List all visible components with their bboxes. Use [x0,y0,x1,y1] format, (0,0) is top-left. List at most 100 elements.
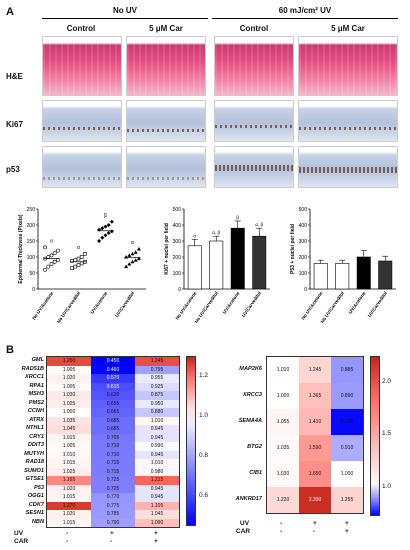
significance-label: α [193,233,196,238]
heatmap-row: 1.015 0.715 1.010 [47,459,179,468]
gene-label: SESN1 [25,510,44,516]
significance-label: β [236,215,239,220]
y-tick-label: 150 [27,239,36,245]
y-tick-label: 300 [299,239,308,245]
gene-label: MSH3 [28,391,44,397]
heatmap-cell: 1.245 [299,357,331,383]
uv-cond-1: - [66,530,69,537]
micrograph-p53-uv-control [214,146,294,188]
heatmap-cell: 1.015 [47,493,91,502]
bar [230,227,245,290]
data-point [73,264,78,269]
micrograph-p53-nouv-car [126,146,206,188]
data-point [106,223,111,227]
heatmap-1-colorbar-ticks: 1.2 1.0 0.8 0.6 [199,356,219,526]
uv-cond2-2: + [313,520,317,527]
heatmap-cell: 0.990 [135,442,179,451]
data-point [100,235,105,240]
heatmap-2-conditions: UV CAR - + + - - + [222,520,372,538]
heatmap-cell: 1.015 [47,459,91,468]
x-tick-label: No UV/Acetone [300,290,323,320]
gene-label: GTSE1 [25,476,44,482]
col-header-3: Control [239,24,269,33]
heatmap-cell: 0.945 [135,450,179,459]
uv-label-2: UV [240,520,250,527]
row-label-ki67: Ki67 [6,120,23,129]
heatmap-row: 1.025 0.655 0.950 [47,399,179,408]
data-point [76,256,81,261]
data-point [133,258,138,262]
y-axis-label: Ki67 + nuclei per field [164,223,170,275]
heatmap-cell: 0.875 [135,391,179,400]
heatmap-cell: 0.885 [331,357,363,383]
heatmap-cell: 1.000 [267,383,299,409]
x-tick-label: UV/Carvedilol [114,291,135,318]
heatmap-cell: 0.910 [331,435,363,461]
heatmap-cell: 0.685 [91,425,135,434]
micrograph-ki67-nouv-control [42,100,122,142]
car-cond-3: + [154,538,158,545]
y-tick-label: 500 [299,207,308,213]
heatmap-cell: 1.035 [267,435,299,461]
heatmap-row: 1.020 0.785 1.045 [47,510,179,519]
heatmap-row: 1.250 0.450 1.245 [47,357,179,366]
y-tick-label: 300 [173,239,182,245]
gene-label: CCNH [27,408,44,414]
data-point [83,251,87,256]
y-tick-label: 200 [299,255,308,261]
heatmap-cell: 0.795 [135,365,179,374]
bar [313,263,328,290]
heatmap-cell: 1.000 [331,461,363,487]
heatmap-1-colorbar [186,356,196,526]
x-tick-label: No UV/Acetone [31,290,54,320]
gene-label: DDIT3 [27,442,44,448]
colorbar-tick-label: 1.0 [199,412,209,419]
micrograph-he-uv-car [298,36,398,96]
data-point [130,251,135,256]
heatmap-cell: 1.165 [47,476,91,485]
heatmap-cell: 0.570 [91,374,135,383]
colorbar-tick-label: 1.5 [382,430,392,438]
heatmap-cell: 1.105 [135,501,179,510]
colorbar-tick-label: 0.6 [199,492,209,499]
heatmap-cell: 0.790 [91,518,135,527]
heatmap-row: 1.010 0.710 0.945 [47,450,179,459]
heatmap-cell: 0.980 [135,467,179,476]
heatmap-cell: 0.715 [91,459,135,468]
heatmap-cell: 1.020 [47,374,91,383]
y-tick-label: 400 [299,223,308,229]
heatmap-row: 1.165 0.725 1.215 [47,476,179,485]
heatmap-cell: 0.770 [91,493,135,502]
x-tick-label: No UV/Carvedilol [56,291,81,324]
heatmap-cell: 1.005 [47,442,91,451]
colorbar-tick-label: 0.8 [199,452,209,459]
heatmap-cell: 1.035 [47,416,91,425]
data-point [49,253,54,258]
heatmap-cell: 0.705 [91,433,135,442]
ki67-bar-chart: 0 100 200 300 400 500 Ki67 + nuclei per field N… [164,207,270,324]
heatmap-cell: 1.020 [47,484,91,493]
bar [378,260,393,290]
data-point [56,248,60,253]
colorbar-tick-label: 1.0 [382,482,392,490]
heatmap-row: 1.005 0.710 0.990 [47,442,179,451]
heatmap-cell: 1.650 [299,461,331,487]
col-header-1: Control [66,24,96,33]
heatmap-cell: 0.785 [91,510,135,519]
heatmap-row: 1.000 0.665 0.880 [47,408,179,417]
heatmap-cell: 1.005 [47,365,91,374]
gene-label: XRCC3 [243,392,262,398]
row-label-p53: p53 [6,165,20,174]
y-tick-label: 250 [27,207,36,213]
micrograph-he-nouv-control [42,36,122,96]
gene-label: RAD18 [25,459,44,465]
heatmap-row: 1.035 0.685 1.010 [47,416,179,425]
gene-label: MUTYH [24,450,44,457]
bar [187,245,202,290]
heatmap-cell: 0.655 [91,399,135,408]
heatmap-cell: 2.200 [299,487,331,513]
heatmap-cell: 0.665 [91,408,135,417]
car-cond-1: - [66,538,69,545]
heatmap-2-gene-labels: MAP2K6 XRCC3 SEMA4A BTG2 CIB1 ANKRD17 [222,356,262,512]
x-tick-label: UV/Carvedilol [241,291,262,318]
